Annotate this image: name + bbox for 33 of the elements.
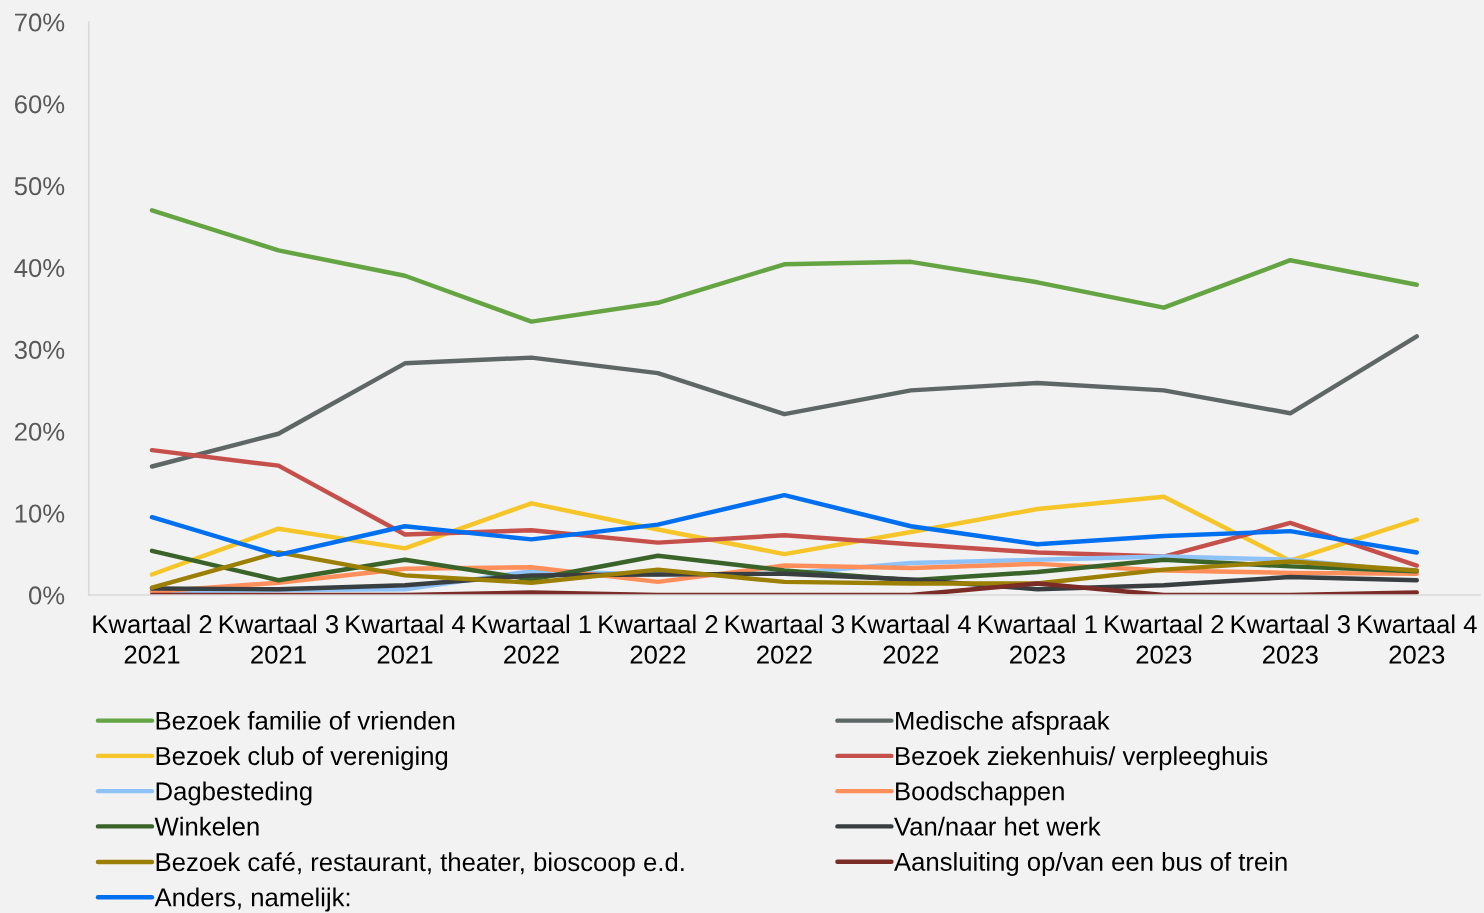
- y-tick-label: 50%: [14, 177, 65, 196]
- x-tick-label: Kwartaal 4 2022: [852, 614, 971, 664]
- y-tick-label: 70%: [15, 13, 65, 32]
- line-series: [149, 492, 1419, 558]
- x-tick-label: Kwartaal 3 2021: [219, 614, 339, 664]
- y-tick-label: 0%: [29, 586, 65, 605]
- legend-label: Bezoek familie of vrienden: [156, 711, 455, 730]
- y-tick-label: 60%: [15, 95, 65, 114]
- x-tick-label: Kwartaal 4 2021: [346, 614, 465, 664]
- legend-label: Bezoek café, restaurant, theater, bioscoop e.d.: [156, 852, 684, 877]
- legend-label: Bezoek ziekenhuis/ verpleeghuis: [896, 746, 1268, 771]
- line-series: [149, 208, 1419, 324]
- y-tick-label: 40%: [14, 258, 65, 278]
- legend-label: Winkelen: [154, 816, 259, 836]
- y-tick-label: 10%: [15, 504, 65, 523]
- legend-label: Anders, namelijk:: [154, 887, 350, 912]
- legend-label: Medische afspraak: [896, 711, 1110, 735]
- legend-label: Bezoek club of vereniging: [156, 746, 448, 771]
- y-tick-label: 30%: [14, 340, 65, 359]
- line-series: [149, 334, 1419, 469]
- legend-label: Aansluiting op/van een bus of trein: [894, 852, 1287, 876]
- x-tick-label: Kwartaal 2 2022: [599, 614, 718, 664]
- legend-label: Van/naar het werk: [894, 816, 1101, 836]
- legend-label: Boodschappen: [896, 781, 1064, 806]
- x-tick-label: Kwartaal 3 2022: [725, 614, 844, 664]
- y-tick-label: 20%: [15, 422, 65, 441]
- x-tick-label: Kwartaal 2 2021: [93, 614, 212, 664]
- x-tick-label: Kwartaal 1 2023: [978, 614, 1097, 664]
- x-tick-label: Kwartaal 1 2022: [472, 614, 591, 664]
- legend-label: Dagbesteding: [156, 781, 312, 806]
- x-tick-label: Kwartaal 3 2023: [1231, 614, 1350, 664]
- x-tick-label: Kwartaal 2 2023: [1105, 614, 1224, 664]
- x-tick-label: Kwartaal 4 2023: [1358, 614, 1477, 664]
